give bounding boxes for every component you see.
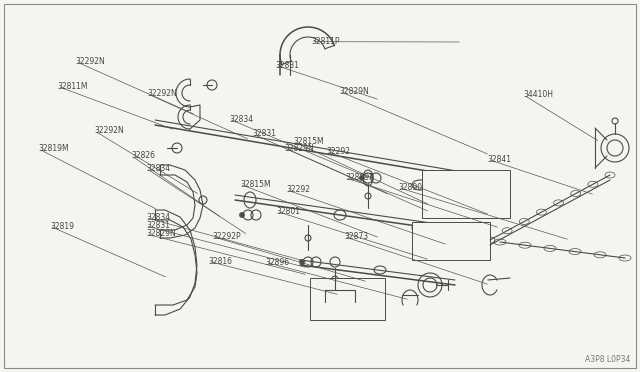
Circle shape (300, 260, 305, 264)
Circle shape (239, 212, 244, 218)
Text: 32873: 32873 (344, 232, 369, 241)
Text: 32809P: 32809P (346, 173, 374, 182)
Text: 32829N: 32829N (339, 87, 369, 96)
Text: 32829N: 32829N (285, 144, 314, 153)
Text: 32819: 32819 (50, 222, 74, 231)
Text: 32829N: 32829N (146, 230, 175, 238)
Text: 32831: 32831 (146, 221, 170, 230)
Text: 32826: 32826 (131, 151, 155, 160)
Bar (310, 278, 385, 320)
Text: 32834: 32834 (229, 115, 253, 124)
Circle shape (360, 176, 365, 180)
Text: 32801: 32801 (276, 207, 301, 216)
Text: 32834: 32834 (146, 164, 170, 173)
Text: 32292N: 32292N (76, 57, 105, 66)
Text: 32831: 32831 (275, 61, 300, 70)
Text: 32292: 32292 (326, 147, 351, 155)
Text: 32815M: 32815M (293, 137, 324, 146)
Bar (412, 222, 490, 260)
Text: 32815M: 32815M (240, 180, 271, 189)
Text: 32819M: 32819M (38, 144, 69, 153)
Text: 32811P: 32811P (311, 37, 340, 46)
Bar (422, 170, 510, 218)
Text: 34410H: 34410H (524, 90, 554, 99)
Text: 32890: 32890 (398, 183, 422, 192)
Text: 32292: 32292 (286, 185, 310, 194)
Text: 32292N: 32292N (95, 126, 124, 135)
Text: 32834: 32834 (146, 213, 170, 222)
Text: 32831: 32831 (253, 129, 277, 138)
Text: A3P8 L0P34: A3P8 L0P34 (584, 355, 630, 364)
Text: 32841: 32841 (488, 155, 512, 164)
Text: 32816: 32816 (208, 257, 232, 266)
Text: 32292N: 32292N (147, 89, 177, 98)
Text: 32292P: 32292P (212, 232, 241, 241)
Text: 32896: 32896 (266, 258, 290, 267)
Text: 32811M: 32811M (58, 82, 88, 91)
